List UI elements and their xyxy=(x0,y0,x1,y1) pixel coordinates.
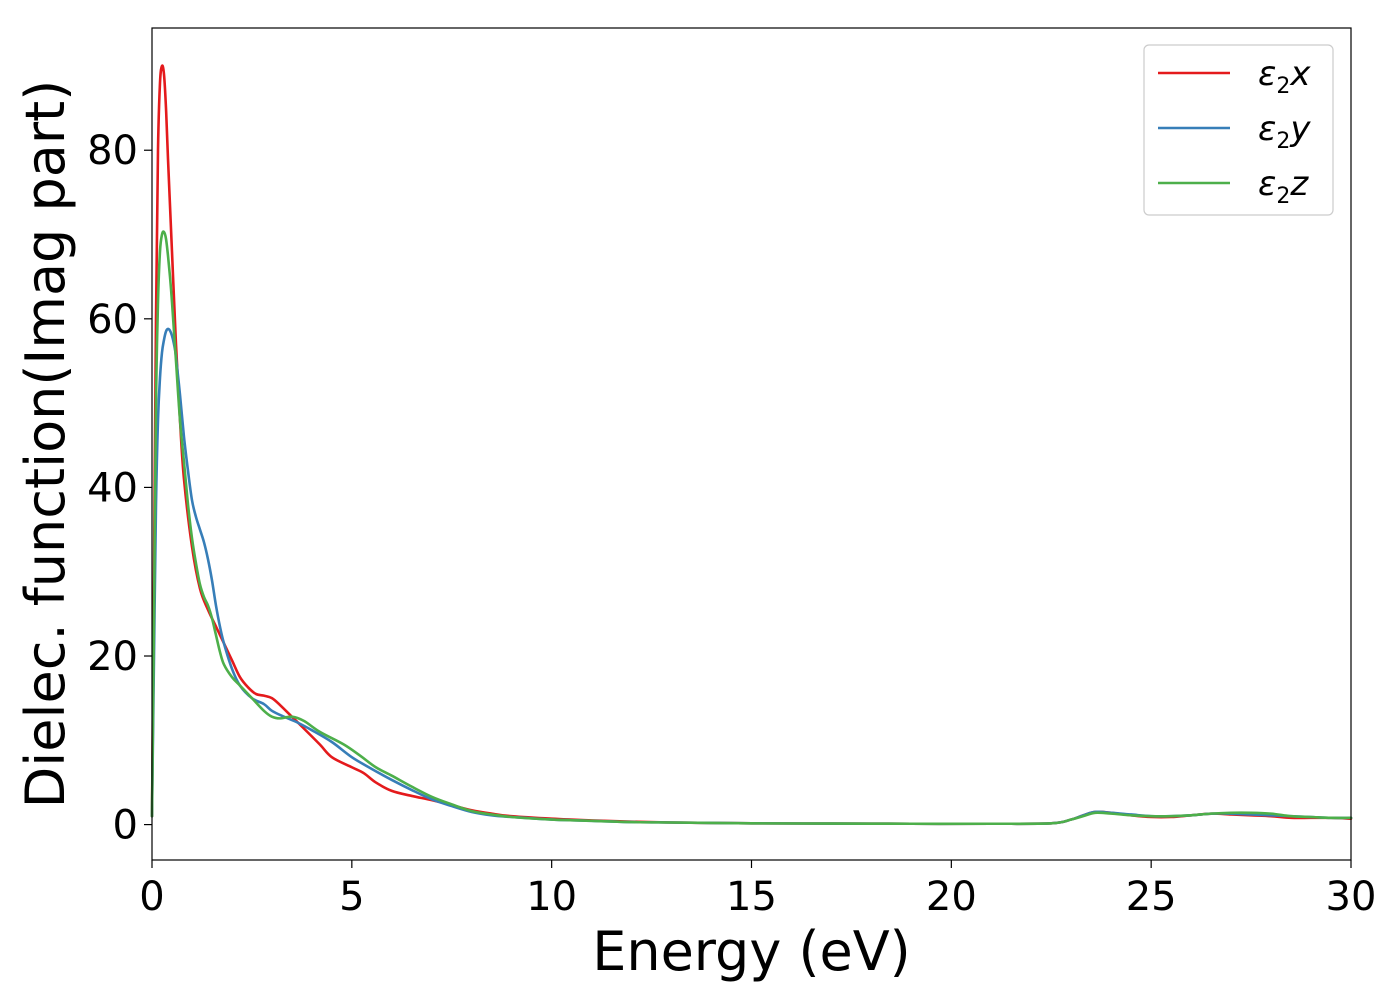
y-tick-label: 60 xyxy=(87,297,138,343)
y-axis-label: Dielec. function(Imag part) xyxy=(14,80,77,809)
y-axis-ticks: 0 20 40 60 80 xyxy=(87,128,152,849)
y-tick-label: 80 xyxy=(87,128,138,174)
series-line-z xyxy=(150,230,1353,826)
y-tick-label: 0 xyxy=(113,803,138,849)
x-tick-label: 0 xyxy=(139,874,164,920)
x-tick-label: 20 xyxy=(926,874,977,920)
legend-label-x: ε2x xyxy=(1258,54,1311,99)
y-tick-label: 20 xyxy=(87,634,138,680)
x-axis-label: Energy (eV) xyxy=(592,920,911,983)
y-tick-label: 40 xyxy=(87,465,138,511)
x-axis-ticks: 0 5 10 15 20 25 30 xyxy=(139,860,1376,920)
legend-box xyxy=(1143,44,1334,216)
x-tick-label: 30 xyxy=(1326,874,1377,920)
x-tick-label: 15 xyxy=(726,874,777,920)
legend-label-y: ε2y xyxy=(1258,109,1311,154)
series-layer xyxy=(150,64,1353,826)
x-tick-label: 5 xyxy=(339,874,364,920)
x-tick-label: 25 xyxy=(1126,874,1177,920)
legend: ε2x ε2y ε2z xyxy=(1143,44,1334,216)
legend-label-z: ε2z xyxy=(1258,164,1309,209)
x-tick-label: 10 xyxy=(526,874,577,920)
